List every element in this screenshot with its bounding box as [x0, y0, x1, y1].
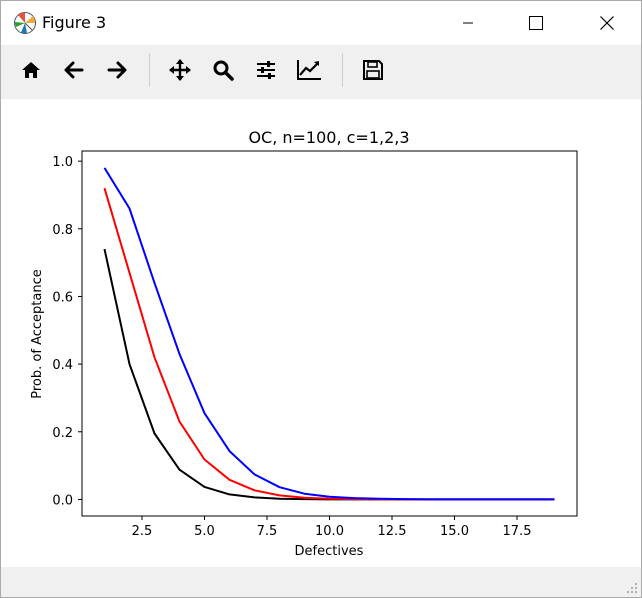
y-axis-label: Prob. of Acceptance: [30, 269, 45, 398]
series-line-3: [103, 167, 555, 501]
y-tick-label: 0.4: [52, 358, 73, 373]
axes-frame: [81, 150, 578, 517]
chart-title: OC, n=100, c=1,2,3: [248, 128, 409, 147]
minimize-button[interactable]: [445, 1, 491, 45]
zoom-button[interactable]: [206, 53, 240, 87]
x-tick-label: 5.0: [194, 524, 215, 539]
status-bar: [1, 567, 641, 597]
x-tick-label: 10.0: [315, 524, 344, 539]
home-icon: [22, 62, 40, 78]
x-tick-label: 2.5: [132, 524, 153, 539]
configure-subplots-button[interactable]: [249, 53, 283, 87]
maximize-button[interactable]: [513, 1, 559, 45]
back-button[interactable]: [57, 53, 91, 87]
minimize-icon: [463, 22, 473, 24]
y-tick-label: 1.0: [52, 155, 73, 170]
x-tick-label: 17.5: [503, 524, 532, 539]
move-icon: [169, 59, 191, 81]
floppy-disk-icon: [363, 60, 383, 80]
matplotlib-app-icon: [14, 12, 36, 34]
y-tick-label: 0.0: [52, 493, 73, 508]
toolbar-separator: [342, 53, 343, 87]
edit-axis-button[interactable]: [292, 53, 326, 87]
line-chart-icon: [297, 60, 321, 80]
resize-grip-icon[interactable]: [626, 582, 638, 594]
navigation-toolbar: [1, 45, 641, 95]
arrow-left-icon: [64, 61, 84, 79]
y-tick-label: 0.6: [52, 290, 73, 305]
toolbar-separator: [149, 53, 150, 87]
sliders-icon: [257, 61, 275, 79]
series-line-1: [103, 248, 555, 501]
x-tick-label: 15.0: [440, 524, 469, 539]
maximize-icon: [529, 16, 543, 30]
close-button[interactable]: [584, 1, 630, 45]
magnifier-icon: [213, 60, 234, 81]
title-bar: Figure 3: [1, 1, 641, 45]
pan-button[interactable]: [163, 53, 197, 87]
x-tick-label: 7.5: [257, 524, 278, 539]
window-title: Figure 3: [42, 13, 107, 32]
forward-button[interactable]: [100, 53, 134, 87]
series-line-2: [103, 187, 555, 501]
save-button[interactable]: [356, 53, 390, 87]
arrow-right-icon: [107, 61, 127, 79]
figure-canvas: OC, n=100, c=1,2,3 2.5 5.0 7.5 10.0 12.5 15.0…: [1, 99, 641, 567]
oc-chart: OC, n=100, c=1,2,3 2.5 5.0 7.5 10.0 12.5 15.0…: [30, 128, 578, 559]
close-icon: [600, 16, 614, 30]
y-tick-label: 0.2: [52, 426, 73, 441]
home-button[interactable]: [14, 53, 48, 87]
x-axis-label: Defectives: [295, 544, 364, 559]
y-tick-label: 0.8: [52, 223, 73, 238]
x-tick-label: 12.5: [378, 524, 407, 539]
